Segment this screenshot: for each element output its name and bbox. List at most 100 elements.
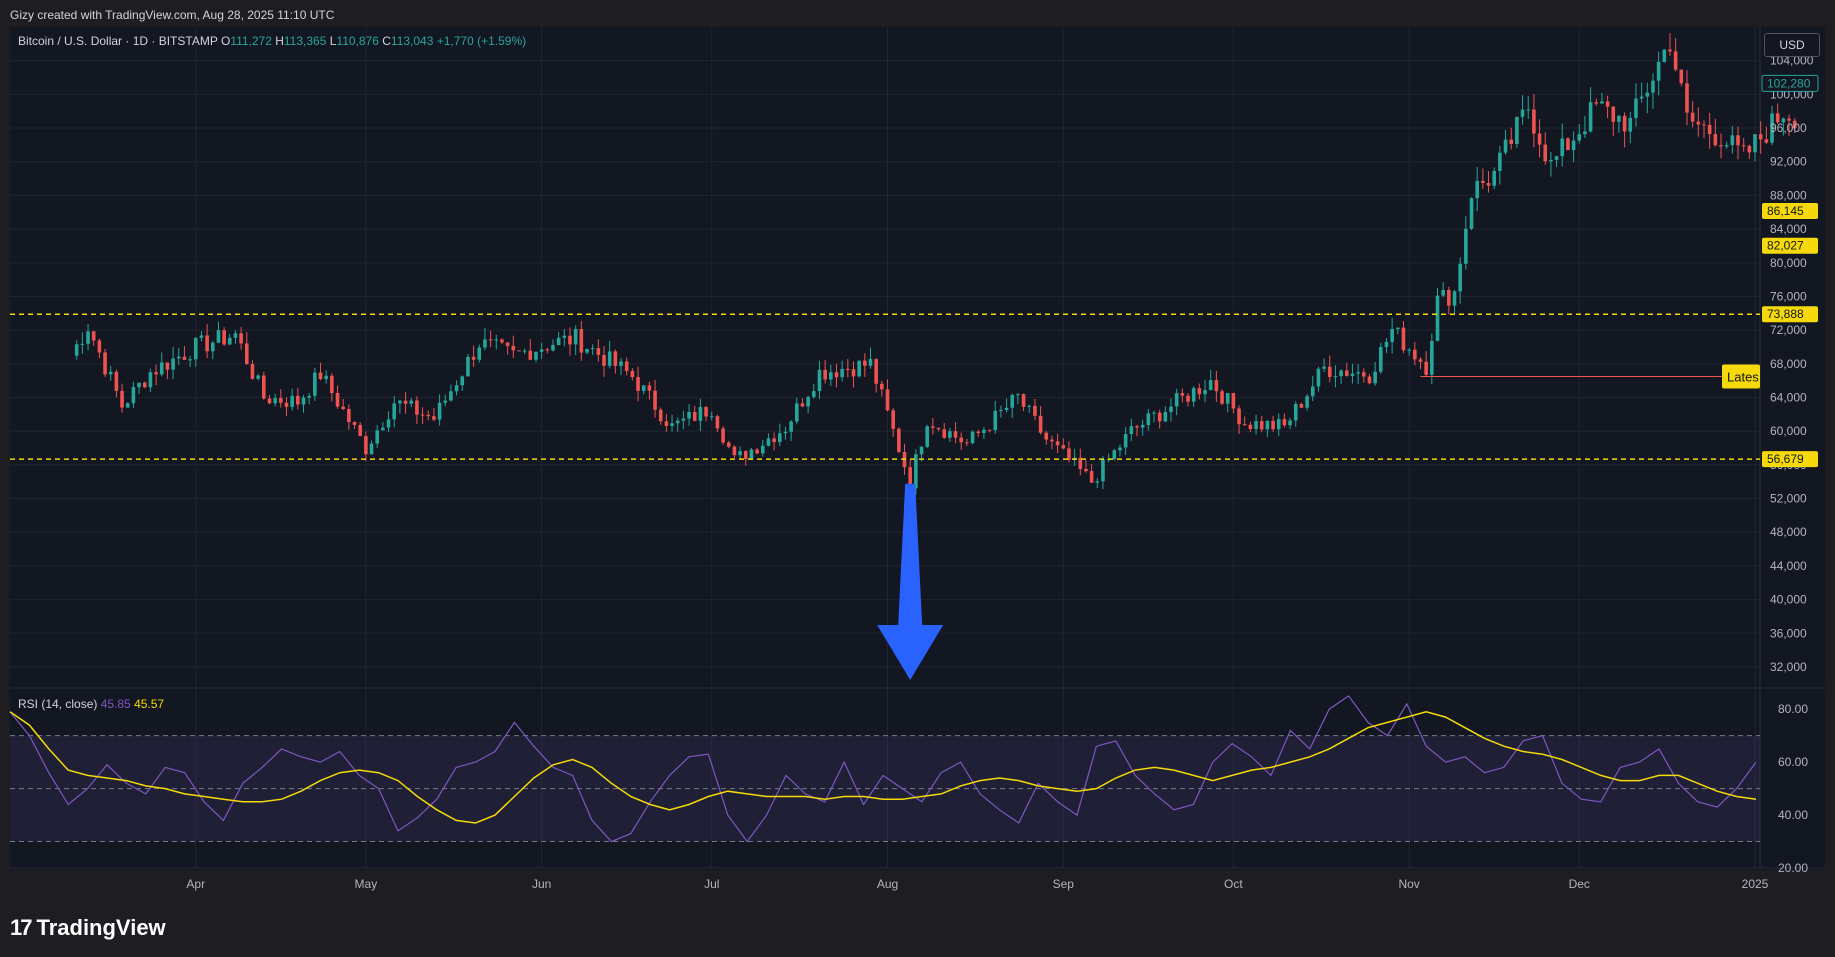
candle-body (959, 437, 964, 443)
candle-body (1180, 393, 1185, 396)
candle-body (1299, 404, 1304, 408)
candle-body (279, 398, 283, 403)
candle-body (1503, 139, 1508, 153)
candle-body (313, 372, 317, 396)
price-tick-label: 36,000 (1770, 626, 1807, 640)
candle-body (375, 430, 380, 444)
candle-body (1135, 426, 1139, 428)
candle-body (1554, 156, 1559, 160)
candle-body (245, 343, 249, 365)
candle-body (176, 356, 181, 359)
candle-body (1356, 372, 1360, 374)
candle-body (794, 403, 799, 422)
candle-body (1605, 101, 1610, 107)
candle-body (494, 339, 499, 341)
candle-body (1396, 327, 1400, 330)
candle-body (273, 398, 277, 404)
candle-body (1050, 439, 1054, 442)
candle-body (874, 359, 878, 384)
candle-body (352, 422, 357, 425)
candle-body (1662, 49, 1667, 62)
candle-body (1418, 359, 1423, 362)
legend-change: +1,770 (+1.59%) (433, 34, 526, 48)
candle-body (330, 375, 334, 394)
candle-body (517, 350, 521, 352)
candle-body (1384, 341, 1389, 348)
candle-body (449, 391, 453, 401)
candle-body (880, 383, 884, 390)
currency-button[interactable]: USD (1764, 33, 1820, 57)
candle-body (148, 372, 153, 388)
candle-body (80, 343, 85, 345)
candle-body (239, 333, 243, 344)
candle-body (1758, 134, 1763, 140)
candle-body (364, 436, 368, 455)
candle-body (840, 368, 844, 378)
candle-body (931, 426, 935, 428)
candle-body (823, 369, 827, 380)
candle-body (1021, 394, 1026, 407)
candle-body (1594, 102, 1599, 104)
candle-body (1741, 145, 1746, 147)
candle-body (358, 424, 362, 437)
candle-body (573, 329, 578, 345)
candle-body (1713, 134, 1718, 146)
candle-body (1333, 376, 1338, 378)
candle-body (460, 376, 465, 386)
candle-body (1242, 424, 1247, 426)
candle-body (1316, 368, 1321, 387)
candle-body (1248, 424, 1253, 430)
candle-body (114, 371, 119, 391)
candle-body (522, 350, 527, 352)
price-tick-label: 52,000 (1770, 492, 1807, 506)
rsi-legend-value: 45.85 (97, 697, 131, 711)
price-badge-level_56 (1762, 451, 1818, 468)
candle-body (1305, 396, 1309, 408)
candle-body (392, 403, 397, 420)
candle-body (1679, 69, 1684, 84)
rsi-legend-label: RSI (14, close) (18, 697, 97, 711)
candle-body (687, 411, 691, 419)
candle-body (1481, 180, 1485, 183)
candle-body (347, 409, 351, 423)
candle-body (477, 347, 482, 360)
candle-body (1152, 412, 1156, 414)
candle-body (91, 331, 96, 341)
candle-body (193, 337, 198, 360)
price-tick-label: 32,000 (1770, 660, 1807, 674)
candle-body (1078, 457, 1083, 469)
candle-body (511, 345, 516, 351)
candle-body (817, 369, 822, 392)
candle-body (1288, 420, 1292, 426)
time-tick-label: Jun (532, 877, 551, 891)
candle-body (556, 337, 561, 345)
candle-body (108, 371, 113, 375)
candle-body (1696, 121, 1701, 125)
candle-body (653, 390, 657, 410)
candle-body (942, 429, 947, 438)
candle-body (806, 396, 810, 407)
candle-body (1322, 366, 1326, 369)
price-tick-label: 48,000 (1770, 525, 1807, 539)
candle-body (1775, 113, 1780, 123)
candle-body (783, 431, 788, 434)
candle-body (1498, 152, 1502, 171)
candle-body (341, 406, 345, 410)
candle-body (613, 351, 618, 366)
tradingview-logo[interactable]: 17 TradingView (10, 915, 166, 941)
candle-body (976, 431, 981, 434)
candle-body (1583, 131, 1587, 135)
candle-body (953, 431, 958, 438)
price-badge-level_82 (1762, 237, 1818, 254)
candle-body (1549, 159, 1553, 162)
time-tick-label: May (355, 877, 378, 891)
candle-body (307, 395, 311, 398)
candle-body (1787, 118, 1791, 121)
candle-body (1634, 98, 1638, 118)
candle-body (670, 423, 674, 426)
candle-body (1560, 138, 1565, 157)
candle-body (970, 431, 975, 444)
candle-body (692, 411, 697, 421)
time-tick-label: Nov (1398, 877, 1419, 891)
